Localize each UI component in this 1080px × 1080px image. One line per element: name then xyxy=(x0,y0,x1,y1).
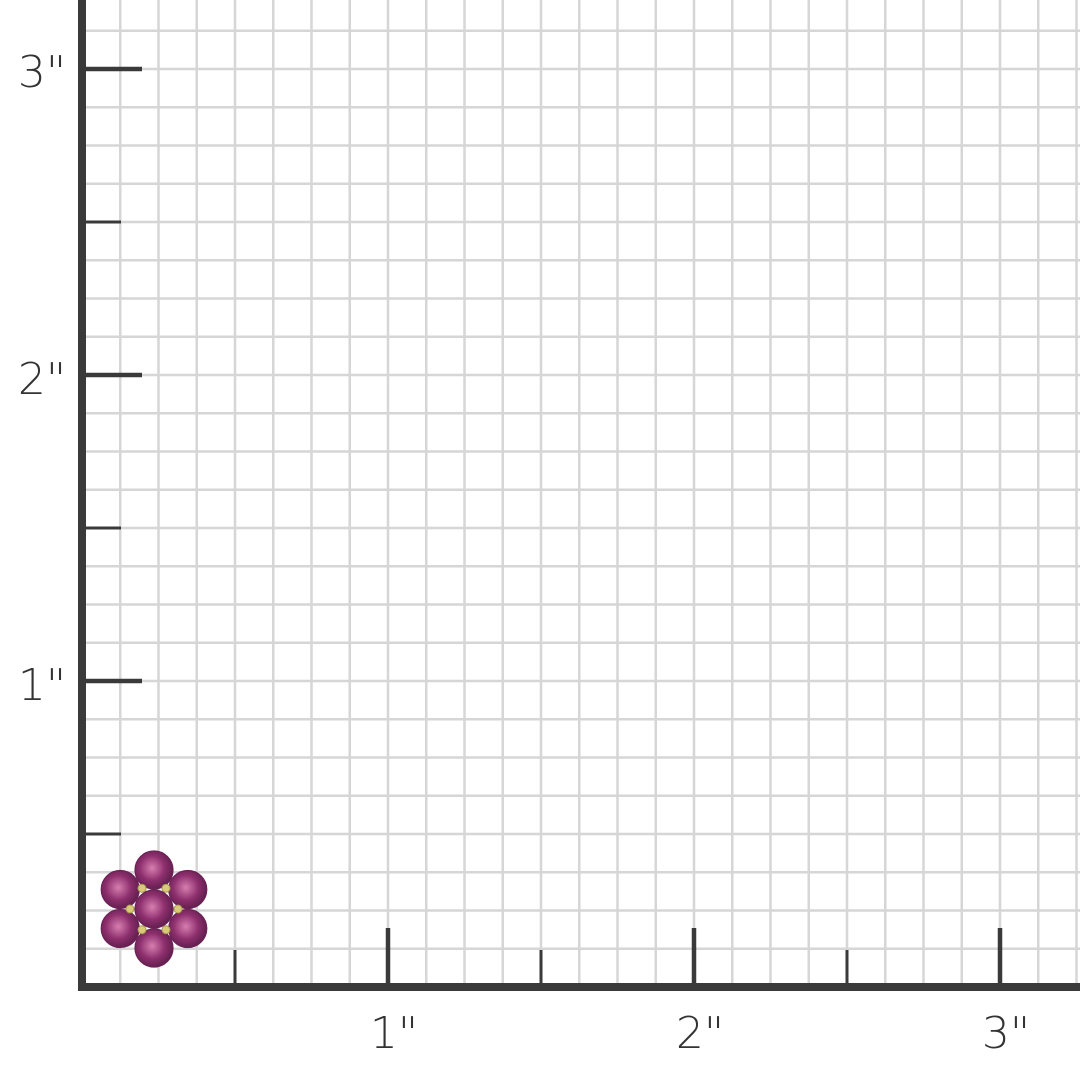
prong xyxy=(161,925,171,935)
y-label-1: 1" xyxy=(18,660,66,711)
prong xyxy=(137,925,147,935)
y-label-2: 2" xyxy=(18,354,66,405)
prong xyxy=(173,904,183,914)
prong xyxy=(125,904,135,914)
prong xyxy=(137,883,147,893)
x-label-2: 2" xyxy=(676,1008,724,1059)
petal-stone xyxy=(100,869,140,910)
center-stone xyxy=(134,889,174,929)
petal-stone xyxy=(168,908,208,949)
x-label-3: 3" xyxy=(982,1008,1030,1059)
petal-stone xyxy=(168,869,208,910)
petal-stone xyxy=(100,908,140,949)
x-label-1: 1" xyxy=(370,1008,418,1059)
y-label-3: 3" xyxy=(18,47,66,98)
petal-stone xyxy=(134,928,174,968)
petal-stone xyxy=(134,850,174,890)
earring-image xyxy=(100,850,208,968)
prong xyxy=(161,883,171,893)
